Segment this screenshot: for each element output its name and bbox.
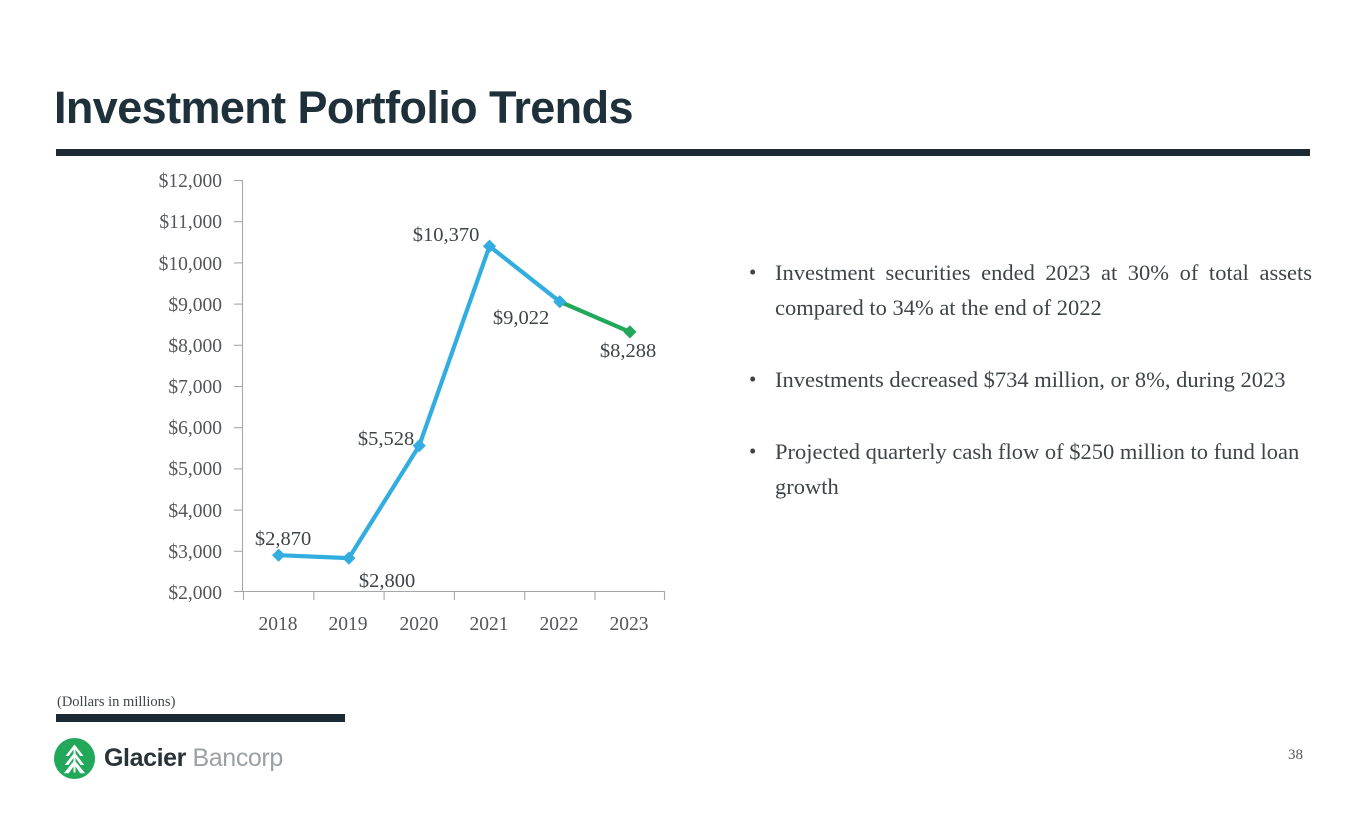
brand-name-primary: Glacier (104, 744, 186, 772)
pine-tree-circle-icon (54, 738, 95, 779)
x-axis-tick-labels: 2018 2019 2020 2021 2022 2023 (259, 614, 649, 635)
data-point-marker (482, 239, 497, 253)
data-point-marker (412, 439, 426, 453)
x-tick-label: 2021 (470, 614, 509, 635)
y-tick-label: $9,000 (168, 295, 222, 316)
investment-portfolio-line-chart: $12,000 $11,000 $10,000 $9,000 $8,000 $7… (0, 160, 700, 660)
list-item: • Investments decreased $734 million, or… (744, 362, 1312, 397)
x-tick-label: 2018 (259, 614, 298, 635)
brand-logo: Glacier Bancorp (54, 738, 283, 779)
series-line-current-year (557, 299, 633, 334)
list-item: • Investment securities ended 2023 at 30… (744, 255, 1312, 325)
list-item-text: Projected quarterly cash flow of $250 mi… (775, 439, 1300, 499)
y-tick-label: $2,000 (168, 583, 222, 604)
x-tick-label: 2022 (540, 614, 579, 635)
key-points-list: • Investment securities ended 2023 at 30… (744, 255, 1312, 504)
title-underline-rule (56, 149, 1310, 156)
data-point-label: $2,870 (255, 528, 311, 550)
data-point-marker (623, 325, 637, 339)
page-number: 38 (1288, 747, 1303, 763)
list-item-text: Investment securities ended 2023 at 30% … (775, 260, 1312, 320)
data-point-marker (553, 295, 567, 309)
page-title: Investment Portfolio Trends (54, 82, 633, 133)
y-tick-label: $7,000 (168, 377, 222, 398)
units-footnote: (Dollars in millions) (57, 694, 176, 710)
series-markers (272, 239, 637, 565)
y-tick-label: $8,000 (168, 336, 222, 357)
y-tick-label: $10,000 (159, 254, 222, 275)
y-tick-label: $5,000 (168, 459, 222, 480)
y-tick-label: $12,000 (159, 171, 222, 192)
x-axis (242, 590, 666, 600)
data-point-labels: $2,870 $2,800 $5,528 $10,370 $9,022 $8,2… (255, 224, 656, 592)
list-item: • Projected quarterly cash flow of $250 … (744, 434, 1312, 504)
data-point-label: $9,022 (493, 307, 549, 329)
data-point-label: $5,528 (358, 428, 414, 450)
y-tick-label: $3,000 (168, 542, 222, 563)
list-item-text: Investments decreased $734 million, or 8… (775, 367, 1286, 392)
data-point-marker (272, 548, 286, 562)
bullet-marker-icon: • (749, 260, 757, 284)
y-tick-label: $4,000 (168, 501, 222, 522)
y-axis (234, 179, 244, 593)
y-tick-label: $11,000 (159, 212, 222, 233)
footer-rule (56, 714, 345, 722)
bullet-marker-icon: • (749, 439, 757, 463)
x-tick-label: 2020 (400, 614, 439, 635)
data-point-label: $10,370 (413, 224, 480, 246)
brand-wordmark: Glacier Bancorp (104, 744, 283, 773)
y-axis-tick-labels: $12,000 $11,000 $10,000 $9,000 $8,000 $7… (159, 171, 222, 604)
data-point-label: $8,288 (600, 340, 656, 362)
x-tick-label: 2023 (610, 614, 649, 635)
x-tick-label: 2019 (329, 614, 368, 635)
series-line-prior-years (276, 244, 562, 561)
brand-name-secondary: Bancorp (192, 744, 284, 772)
bullet-marker-icon: • (749, 367, 757, 391)
data-point-marker (342, 551, 356, 565)
y-tick-label: $6,000 (168, 418, 222, 439)
data-point-label: $2,800 (359, 570, 415, 592)
